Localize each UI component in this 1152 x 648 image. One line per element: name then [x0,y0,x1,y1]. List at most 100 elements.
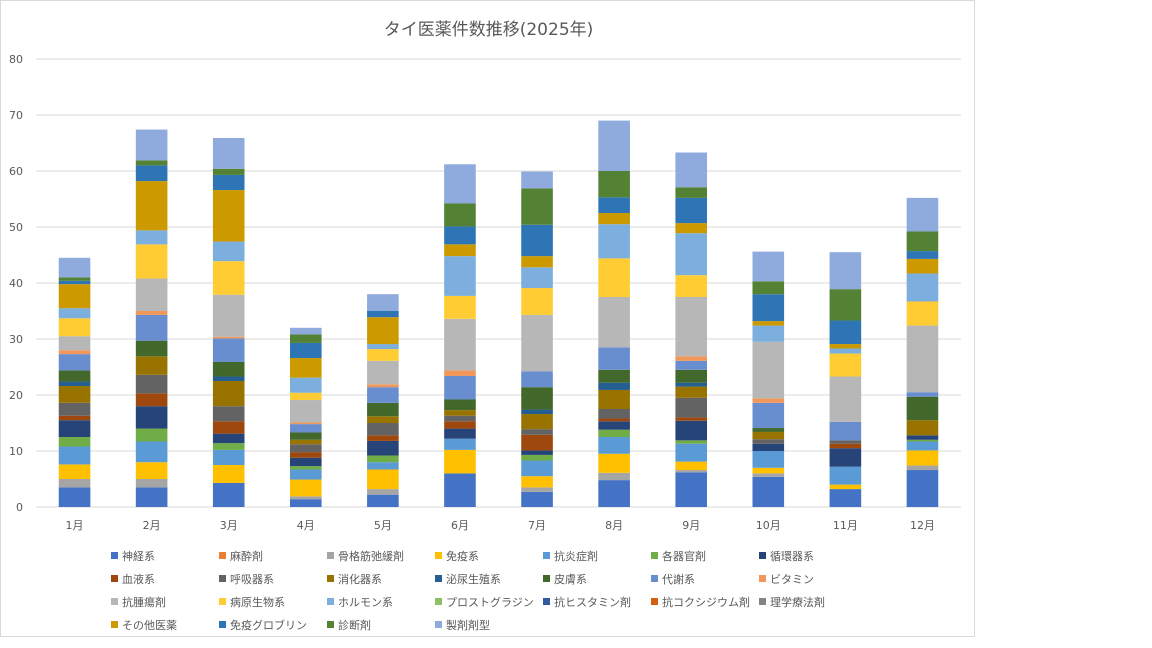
bar-segment [675,420,708,441]
legend-item: 病原生物系 [219,590,327,613]
bar-stack [212,137,245,507]
legend-item: 血液系 [111,567,219,590]
legend-item: ホルモン系 [327,590,435,613]
legend-label: 抗コクシジウム剤 [662,595,750,609]
legend-item: 理学療法剤 [759,590,867,613]
bar-segment [367,440,399,456]
bar-segment [521,491,553,507]
bar-segment [444,410,476,416]
bar-segment [289,400,322,423]
bar-segment [598,382,630,390]
legend-swatch [219,621,226,628]
bar-segment [675,223,708,234]
bar-segment [521,267,553,289]
legend-label: 抗ヒスタミン剤 [554,595,631,609]
bar-segment [598,213,630,225]
bar-segment [829,344,862,349]
bar-segment [212,361,245,377]
bar-segment [752,402,785,429]
gridlines [36,58,961,508]
bar-segment [135,462,168,479]
legend-item: 代謝系 [651,567,759,590]
bar-stack [906,197,939,507]
bar-segment [829,348,862,354]
legend-swatch [759,598,766,605]
bar-segment [212,449,245,465]
bar-segment [752,476,785,507]
legend-swatch [111,552,118,559]
legend-label: 製剤剤型 [446,618,490,632]
bar-stack [135,129,168,507]
bar-segment [752,398,785,403]
bar-segment [521,256,553,268]
bar-segment [367,349,399,361]
chart-area: タイ医薬件数推移(2025年) 0 10 20 30 40 50 60 70 80 1月 2月 3月… [0,0,975,637]
bar-segment [135,393,168,407]
legend-swatch [543,598,550,605]
bar-segment [444,226,476,245]
y-tick-label: 10 [9,445,23,458]
bar-segment [212,168,245,175]
bar-segment [675,356,708,361]
bar-segment [675,417,708,421]
bar-segment [906,441,939,451]
legend-swatch [219,598,226,605]
bar-segment [906,470,939,507]
legend-label: 骨格筋弛緩剤 [338,549,404,563]
bar-segment [135,356,168,375]
legend-swatch [759,552,766,559]
bar-segment [444,164,476,204]
bar-segment [58,350,91,355]
bar-segment [135,406,168,429]
bar-segment [675,197,708,224]
bar-segment [675,152,708,188]
bar-segment [906,450,939,466]
legend-label: 診断剤 [338,618,371,632]
bar-segment [444,203,476,227]
bar-segment [906,396,939,421]
bar-segment [289,358,322,378]
bar-segment [367,360,399,385]
legend-swatch [219,575,226,582]
bar-segment [212,338,245,362]
bar-segment [367,384,399,388]
bar-segment [135,160,168,166]
bar-segment [444,415,476,422]
legend-item: 泌尿生殖系 [435,567,543,590]
bar-segment [58,280,91,285]
legend-item: プロストグラジン [435,590,543,613]
bar-segment [906,439,939,442]
legend-label: その他医薬 [122,618,177,632]
legend-label: 皮膚系 [554,572,587,586]
x-tick-label: 11月 [833,519,858,532]
legend-item: 皮膚系 [543,567,651,590]
bar-segment [212,294,245,337]
legend-item: 免疫系 [435,544,543,567]
bar-segment [598,171,630,198]
bar-segment [212,336,245,339]
bar-segment [58,277,91,281]
bar-segment [289,499,322,507]
bar-segment [135,479,168,488]
bar-stack [367,294,399,507]
bar-segment [906,251,939,259]
bar-stacks [58,120,939,507]
bar-segment [444,438,476,450]
bar-segment [752,467,785,474]
legend-row: その他医薬 免疫グロブリン 診断剤 製剤剤型 [111,613,871,636]
bar-segment [367,489,399,495]
bar-segment [675,360,708,370]
bar-segment [752,431,785,440]
legend-label: 免疫グロブリン [230,618,307,632]
bar-segment [752,428,785,432]
bar-segment [829,252,862,290]
bar-segment [135,374,168,394]
legend-swatch [219,552,226,559]
bar-segment [135,311,168,315]
bar-segment [829,489,862,507]
legend-label: 理学療法剤 [770,595,825,609]
bar-segment [367,462,399,470]
legend: 神経系 麻酔剤 骨格筋弛緩剤 免疫系 抗炎症剤 各器官剤 循環器系 血液系 呼吸器系 消化器系 泌尿… [111,544,871,636]
bar-segment [212,406,245,422]
bar-segment [521,409,553,415]
